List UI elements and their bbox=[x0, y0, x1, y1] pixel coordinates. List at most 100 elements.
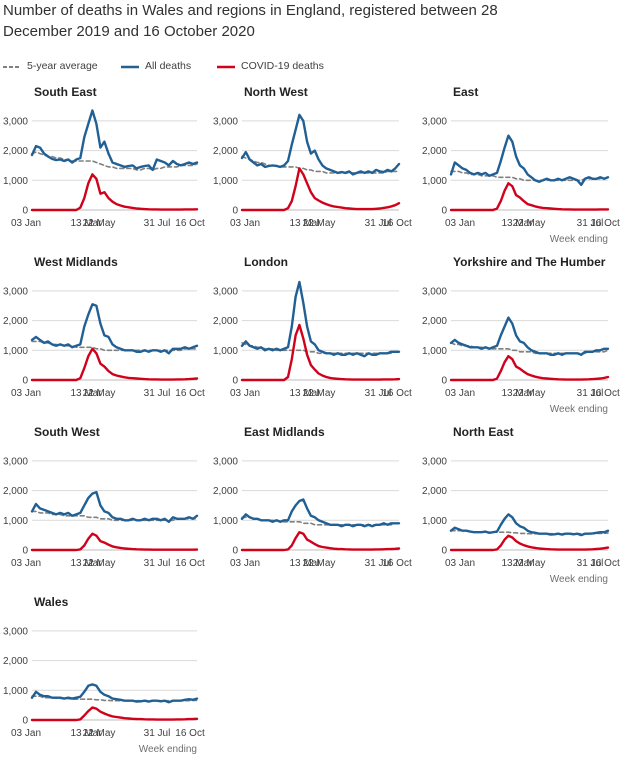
x-tick-label: 16 Oct bbox=[175, 558, 205, 569]
x-axis-label: Week ending bbox=[550, 404, 608, 415]
y-tick-label: 0 bbox=[22, 716, 28, 727]
panel-title: Wales bbox=[34, 595, 69, 609]
series-line-all-deaths bbox=[449, 513, 610, 537]
y-tick-label: 3,000 bbox=[213, 116, 238, 127]
x-tick-label: 16 Oct bbox=[175, 218, 205, 229]
y-tick-label: 3,000 bbox=[3, 626, 28, 637]
y-tick-label: 1,000 bbox=[3, 516, 28, 527]
x-tick-label: 03 Jan bbox=[230, 558, 260, 569]
x-axis-label: Week ending bbox=[550, 234, 608, 245]
x-tick-label: 31 Jul bbox=[577, 388, 604, 399]
y-tick-label: 0 bbox=[22, 206, 28, 217]
series-line-covid-19-deaths bbox=[449, 355, 610, 382]
panel-title: East bbox=[453, 85, 478, 99]
y-tick-label: 0 bbox=[441, 206, 447, 217]
y-tick-label: 3,000 bbox=[3, 116, 28, 127]
y-tick-label: 1,000 bbox=[3, 686, 28, 697]
x-tick-label: 16 Oct bbox=[175, 728, 205, 739]
x-tick-label: 16 Oct bbox=[382, 388, 412, 399]
y-tick-label: 0 bbox=[441, 376, 447, 387]
x-tick-label: 31 Jul bbox=[577, 558, 604, 569]
x-tick-label: 13 Mar bbox=[501, 558, 533, 569]
series-line-all-deaths bbox=[449, 134, 610, 187]
y-tick-label: 2,000 bbox=[213, 146, 238, 157]
y-tick-label: 2,000 bbox=[3, 486, 28, 497]
x-tick-label: 16 Oct bbox=[590, 388, 620, 399]
y-tick-label: 1,000 bbox=[422, 346, 447, 357]
series-line-all-deaths bbox=[449, 316, 610, 356]
legend-swatch-blue bbox=[121, 65, 139, 69]
y-tick-label: 0 bbox=[232, 546, 238, 557]
y-tick-label: 2,000 bbox=[213, 486, 238, 497]
panel-title: London bbox=[244, 255, 288, 269]
x-tick-label: 03 Jan bbox=[11, 728, 41, 739]
series-line-covid-19-deaths bbox=[240, 323, 401, 382]
x-tick-label: 16 Oct bbox=[590, 218, 620, 229]
series-line-covid-19-deaths bbox=[30, 173, 199, 212]
y-tick-label: 0 bbox=[22, 376, 28, 387]
y-tick-label: 1,000 bbox=[422, 516, 447, 527]
series-line-covid-19-deaths bbox=[449, 534, 610, 552]
series-line-all-deaths bbox=[240, 113, 401, 176]
x-tick-label: 03 Jan bbox=[11, 558, 41, 569]
x-tick-label: 22 May bbox=[303, 218, 336, 229]
x-tick-label: 13 Mar bbox=[70, 728, 102, 739]
series-line-covid-19-deaths bbox=[30, 347, 199, 382]
y-tick-label: 1,000 bbox=[213, 346, 238, 357]
y-tick-label: 1,000 bbox=[213, 176, 238, 187]
series-line-5-year-average bbox=[450, 529, 609, 535]
x-tick-label: 16 Oct bbox=[590, 558, 620, 569]
y-tick-label: 2,000 bbox=[3, 146, 28, 157]
x-tick-label: 03 Jan bbox=[230, 218, 260, 229]
x-axis-label: Week ending bbox=[550, 574, 608, 585]
x-tick-label: 13 Mar bbox=[70, 558, 102, 569]
series-line-all-deaths bbox=[30, 490, 199, 523]
y-tick-label: 2,000 bbox=[3, 656, 28, 667]
x-tick-label: 31 Jul bbox=[144, 218, 171, 229]
x-tick-label: 22 May bbox=[83, 728, 116, 739]
x-tick-label: 22 May bbox=[513, 388, 546, 399]
series-line-all-deaths bbox=[30, 109, 199, 172]
x-tick-label: 31 Jul bbox=[577, 218, 604, 229]
y-tick-label: 0 bbox=[232, 206, 238, 217]
x-tick-label: 31 Jul bbox=[144, 388, 171, 399]
series-line-all-deaths bbox=[240, 280, 401, 358]
x-tick-label: 31 Jul bbox=[144, 558, 171, 569]
x-tick-label: 03 Jan bbox=[230, 388, 260, 399]
x-tick-label: 16 Oct bbox=[175, 388, 205, 399]
series-line-covid-19-deaths bbox=[449, 182, 610, 212]
legend-label: All deaths bbox=[145, 60, 192, 72]
x-tick-label: 03 Jan bbox=[445, 388, 475, 399]
legend-label: COVID-19 deaths bbox=[241, 60, 324, 72]
y-tick-label: 2,000 bbox=[422, 316, 447, 327]
y-tick-label: 2,000 bbox=[3, 316, 28, 327]
y-tick-label: 0 bbox=[232, 376, 238, 387]
y-tick-label: 0 bbox=[22, 546, 28, 557]
series-line-covid-19-deaths bbox=[240, 167, 401, 212]
y-tick-label: 1,000 bbox=[3, 176, 28, 187]
y-tick-label: 0 bbox=[441, 546, 447, 557]
x-tick-label: 16 Oct bbox=[382, 218, 412, 229]
y-tick-label: 1,000 bbox=[213, 516, 238, 527]
x-tick-label: 03 Jan bbox=[11, 218, 41, 229]
panel-title: East Midlands bbox=[244, 425, 325, 439]
series-line-covid-19-deaths bbox=[240, 531, 401, 552]
x-axis-label: Week ending bbox=[139, 744, 197, 755]
y-tick-label: 3,000 bbox=[422, 286, 447, 297]
x-tick-label: 22 May bbox=[303, 388, 336, 399]
chart-title: Number of deaths in Wales and regions in… bbox=[3, 2, 498, 40]
panel-title: Yorkshire and The Humber bbox=[453, 255, 606, 269]
panel-title: South East bbox=[34, 85, 97, 99]
x-tick-label: 22 May bbox=[303, 558, 336, 569]
x-tick-label: 13 Mar bbox=[501, 218, 533, 229]
x-tick-label: 13 Mar bbox=[70, 218, 102, 229]
y-tick-label: 2,000 bbox=[422, 146, 447, 157]
series-line-covid-19-deaths bbox=[30, 706, 199, 722]
y-tick-label: 2,000 bbox=[213, 316, 238, 327]
x-tick-label: 03 Jan bbox=[445, 558, 475, 569]
x-tick-label: 13 Mar bbox=[501, 388, 533, 399]
x-tick-label: 13 Mar bbox=[289, 388, 321, 399]
series-line-covid-19-deaths bbox=[30, 532, 199, 552]
series-line-all-deaths bbox=[30, 683, 199, 704]
